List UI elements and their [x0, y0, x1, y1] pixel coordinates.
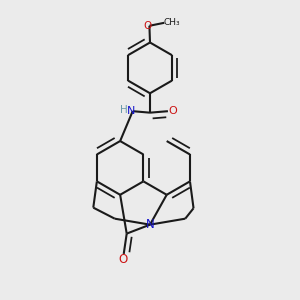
Text: H: H: [120, 105, 128, 115]
Text: CH₃: CH₃: [164, 18, 180, 27]
Text: O: O: [118, 253, 128, 266]
Text: O: O: [143, 21, 152, 31]
Text: N: N: [126, 106, 135, 116]
Text: O: O: [168, 106, 177, 116]
Text: N: N: [146, 218, 155, 231]
